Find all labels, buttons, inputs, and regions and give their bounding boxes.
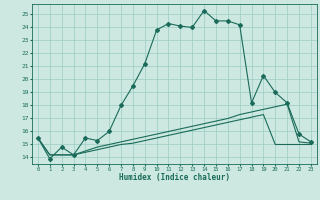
X-axis label: Humidex (Indice chaleur): Humidex (Indice chaleur) [119,173,230,182]
